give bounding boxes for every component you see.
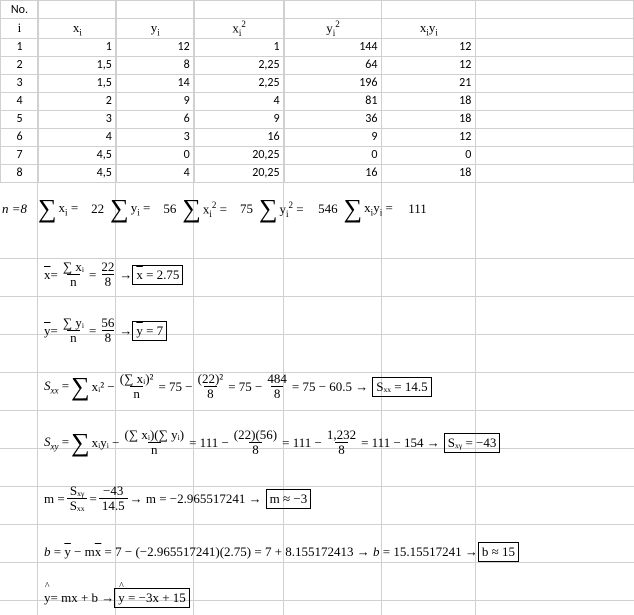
cell-xy: 12 bbox=[382, 38, 476, 56]
cell-x: 1 bbox=[38, 38, 116, 56]
cell-i: 6 bbox=[1, 128, 39, 146]
header-xi: xi bbox=[38, 19, 116, 39]
formula-yhat: y = mx + b → y = −3x + 15 bbox=[44, 588, 634, 608]
table-row: 74,5020,2500 bbox=[1, 146, 634, 164]
cell-i: 8 bbox=[1, 164, 39, 182]
cell-xy: 21 bbox=[382, 74, 476, 92]
cell-x: 1,5 bbox=[38, 56, 116, 74]
cell-i: 4 bbox=[1, 92, 39, 110]
formula-ybar: y = ∑ yᵢn = 568 → y = 7 bbox=[44, 316, 634, 346]
cell-y2: 64 bbox=[284, 56, 382, 74]
sum-xy: 111 bbox=[393, 201, 427, 217]
header-yi2: yi2 bbox=[284, 19, 382, 39]
cell-xy: 0 bbox=[382, 146, 476, 164]
table-row: 53693618 bbox=[1, 110, 634, 128]
cell-y2: 0 bbox=[284, 146, 382, 164]
cell-y2: 196 bbox=[284, 74, 382, 92]
cell-xy: 18 bbox=[382, 92, 476, 110]
table-row: 42948118 bbox=[1, 92, 634, 110]
table-row: 84,5420,251618 bbox=[1, 164, 634, 182]
cell-x2: 4 bbox=[194, 92, 284, 110]
cell-x2: 1 bbox=[194, 38, 284, 56]
sum-y2: 546 bbox=[304, 201, 338, 217]
sum-x: 22 bbox=[78, 201, 104, 217]
cell-y: 0 bbox=[116, 146, 194, 164]
formula-sxy: Sxy = ∑ xᵢyᵢ − (∑ xᵢ)(∑ yᵢ)n = 111 − (22… bbox=[44, 428, 634, 458]
header-i: i bbox=[1, 19, 39, 39]
cell-y2: 144 bbox=[284, 38, 382, 56]
cell-y2: 36 bbox=[284, 110, 382, 128]
table-row: 31,5142,2519621 bbox=[1, 74, 634, 92]
sum-y: 56 bbox=[150, 201, 176, 217]
header-yi: yi bbox=[116, 19, 194, 39]
cell-x2: 20,25 bbox=[194, 146, 284, 164]
cell-xy: 12 bbox=[382, 56, 476, 74]
cell-x2: 2,25 bbox=[194, 56, 284, 74]
cell-y: 12 bbox=[116, 38, 194, 56]
cell-x: 4 bbox=[38, 128, 116, 146]
header-no: No. bbox=[1, 1, 39, 19]
sigma-icon: ∑ bbox=[38, 196, 57, 222]
sigma-icon: ∑ bbox=[344, 196, 363, 222]
cell-y: 6 bbox=[116, 110, 194, 128]
cell-x: 4,5 bbox=[38, 164, 116, 182]
cell-y2: 9 bbox=[284, 128, 382, 146]
cell-y: 8 bbox=[116, 56, 194, 74]
cell-y: 14 bbox=[116, 74, 194, 92]
regression-table: No. i xi yi xi2 yi2 xiyi 111211441221,58… bbox=[0, 0, 634, 183]
cell-i: 1 bbox=[1, 38, 39, 56]
cell-i: 5 bbox=[1, 110, 39, 128]
cell-i: 7 bbox=[1, 146, 39, 164]
table-row: 64316912 bbox=[1, 128, 634, 146]
cell-y: 3 bbox=[116, 128, 194, 146]
formula-m: m = SₓᵧSₓₓ = −4314.5 → m = −2.965517241 … bbox=[44, 484, 634, 514]
cell-x2: 16 bbox=[194, 128, 284, 146]
cell-y2: 81 bbox=[284, 92, 382, 110]
formula-sxx: Sxx = ∑ xᵢ² − (∑ xᵢ)²n = 75 − (22)²8 = 7… bbox=[44, 372, 634, 402]
sum-x2: 75 bbox=[227, 201, 253, 217]
sums-row: n =8 ∑xi = 22 ∑yi = 56 ∑xi2 = 75 ∑yi2 = … bbox=[0, 196, 634, 222]
sigma-icon: ∑ bbox=[182, 196, 201, 222]
cell-y: 4 bbox=[116, 164, 194, 182]
cell-xy: 18 bbox=[382, 110, 476, 128]
formula-b: b = y − mx = 7 − (−2.965517241)(2.75) = … bbox=[44, 542, 634, 562]
cell-x: 1,5 bbox=[38, 74, 116, 92]
cell-y: 9 bbox=[116, 92, 194, 110]
table-row: 1112114412 bbox=[1, 38, 634, 56]
cell-i: 2 bbox=[1, 56, 39, 74]
n-label: n =8 bbox=[0, 201, 36, 217]
formula-xbar: x = ∑ xᵢn = 228 → x = 2.75 bbox=[44, 260, 634, 290]
header-xi2: xi2 bbox=[194, 19, 284, 39]
cell-x2: 20,25 bbox=[194, 164, 284, 182]
cell-x2: 2,25 bbox=[194, 74, 284, 92]
cell-xy: 18 bbox=[382, 164, 476, 182]
table-row: 21,582,256412 bbox=[1, 56, 634, 74]
cell-xy: 12 bbox=[382, 128, 476, 146]
cell-x: 2 bbox=[38, 92, 116, 110]
cell-x: 4,5 bbox=[38, 146, 116, 164]
cell-y2: 16 bbox=[284, 164, 382, 182]
cell-x2: 9 bbox=[194, 110, 284, 128]
cell-x: 3 bbox=[38, 110, 116, 128]
cell-i: 3 bbox=[1, 74, 39, 92]
header-xiyi: xiyi bbox=[382, 19, 476, 39]
sigma-icon: ∑ bbox=[259, 196, 278, 222]
sigma-icon: ∑ bbox=[110, 196, 129, 222]
